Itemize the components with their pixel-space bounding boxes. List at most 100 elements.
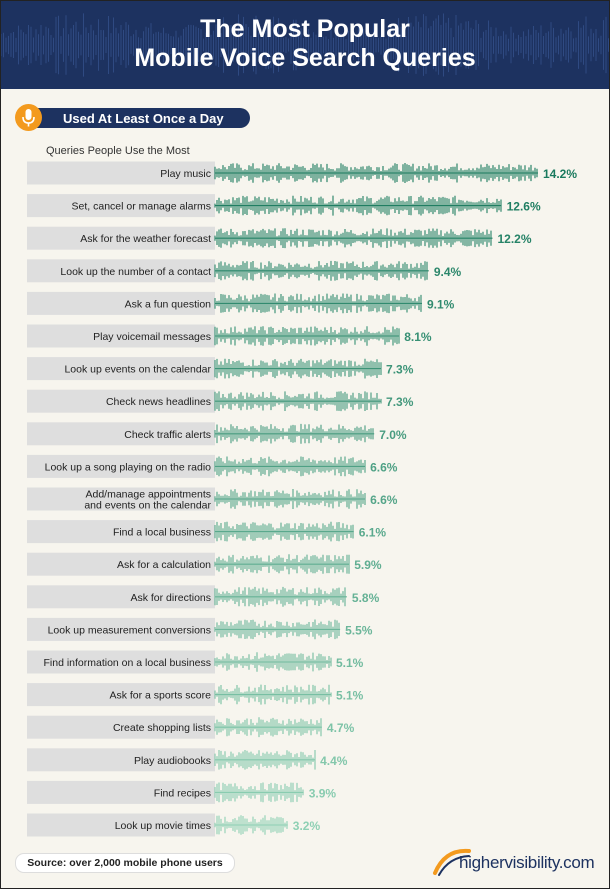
row-label-bg — [27, 454, 215, 478]
bar-row: Play voicemail messages 8.1% — [27, 324, 432, 348]
row-label-bg — [27, 748, 215, 772]
row-label-bg — [27, 520, 215, 544]
bar-row: Play music 14.2% — [27, 161, 577, 185]
value-label: 12.2% — [498, 232, 532, 246]
category-label: Look up measurement conversions — [48, 624, 211, 636]
row-label-bg — [27, 683, 215, 707]
value-label: 4.4% — [320, 754, 348, 768]
bar-row: Look up the number of a contact 9.4% — [27, 259, 462, 283]
title-line-1: The Most Popular — [200, 15, 410, 43]
bar-wave — [214, 260, 429, 281]
row-label-bg — [27, 161, 215, 185]
bar-wave — [214, 521, 354, 542]
badge-pill: Used At Least Once a Day — [29, 108, 250, 128]
bar-wave — [214, 456, 366, 477]
category-label: Find recipes — [154, 787, 211, 799]
value-label: 6.6% — [370, 460, 398, 474]
microphone-icon — [22, 109, 35, 127]
category-label: Create shopping lists — [113, 722, 211, 734]
bar-row: Look up measurement conversions 5.5% — [27, 617, 373, 641]
category-label: Check news headlines — [106, 396, 211, 408]
value-label: 5.5% — [345, 623, 373, 637]
bar-wave — [214, 423, 375, 444]
bar-wave — [214, 554, 350, 575]
badge-circle — [15, 104, 42, 131]
bar-wave — [214, 586, 347, 607]
value-label: 12.6% — [507, 200, 541, 214]
row-label-bg — [27, 715, 215, 739]
value-label: 14.2% — [543, 167, 577, 181]
value-label: 9.4% — [434, 265, 462, 279]
bar-row: Check news headlines 7.3% — [27, 389, 414, 413]
badge-label: Used At Least Once a Day — [63, 111, 224, 126]
category-label: Find a local business — [113, 527, 211, 539]
soundwave-decoration — [1, 13, 609, 77]
bar-row: Create shopping lists 4.7% — [27, 715, 355, 739]
bar-row: Look up a song playing on the radio 6.6% — [27, 454, 398, 478]
bar-row: Add/manage appointments and events on the… — [27, 487, 398, 512]
category-label: Set, cancel or manage alarms — [72, 201, 211, 213]
bar-row: Ask for a calculation 5.9% — [27, 552, 382, 576]
header-banner: The Most Popular Mobile Voice Search Que… — [1, 1, 609, 89]
row-label-bg — [27, 259, 215, 283]
row-label-bg — [27, 585, 215, 609]
row-label-bg — [27, 813, 215, 837]
bar-wave — [214, 652, 332, 672]
bar-row: Check traffic alerts 7.0% — [27, 422, 407, 446]
bar-wave — [214, 293, 422, 314]
category-label: Look up movie times — [115, 820, 211, 832]
bar-row: Ask for the weather forecast 12.2% — [27, 226, 532, 250]
value-label: 9.1% — [427, 297, 455, 311]
value-label: 7.3% — [386, 395, 414, 409]
value-label: 6.1% — [359, 526, 387, 540]
bar-wave — [214, 815, 288, 835]
row-label-bg — [27, 650, 215, 674]
row-label-bg — [27, 291, 215, 315]
swoosh-icon — [433, 848, 471, 876]
category-label: Look up the number of a contact — [60, 266, 211, 278]
category-label: Ask a fun question — [125, 298, 212, 310]
bar-wave — [214, 782, 304, 803]
brand-logo: highervisibility.com — [431, 841, 601, 881]
bar-wave — [214, 195, 502, 216]
bar-row: Find recipes 3.9% — [27, 780, 337, 804]
category-label: Look up a song playing on the radio — [45, 461, 212, 473]
bar-row: Find information on a local business 5.1% — [27, 650, 364, 674]
title-line-2: Mobile Voice Search Queries — [134, 44, 476, 72]
row-label-bg — [27, 487, 215, 511]
value-label: 5.1% — [336, 656, 364, 670]
brand-name: highervisibility.com — [459, 853, 595, 872]
row-label-bg — [27, 357, 215, 381]
row-label-bg — [27, 422, 215, 446]
row-label-bg — [27, 617, 215, 641]
bar-row: Ask for directions 5.8% — [27, 585, 380, 609]
value-label: 5.8% — [352, 591, 380, 605]
category-label: Play voicemail messages — [93, 331, 211, 343]
frequency-badge: Used At Least Once a Day — [15, 104, 250, 131]
bar-row: Ask for a sports score 5.1% — [27, 683, 364, 707]
category-label: Check traffic alerts — [124, 429, 211, 441]
bar-wave — [214, 684, 332, 705]
bar-wave — [214, 228, 493, 249]
category-label: Ask for a sports score — [109, 690, 211, 702]
value-label: 3.9% — [309, 786, 337, 800]
category-label: Ask for a calculation — [117, 559, 211, 571]
category-label: Find information on a local business — [43, 657, 211, 669]
bar-wave — [214, 326, 400, 346]
category-label: Look up events on the calendar — [64, 364, 211, 376]
bar-wave — [214, 163, 538, 183]
bar-wave — [214, 750, 316, 770]
category-label: Play music — [160, 168, 211, 180]
row-label-bg — [27, 324, 215, 348]
bar-wave — [214, 358, 382, 379]
bar-row: Look up events on the calendar 7.3% — [27, 357, 414, 381]
value-label: 3.2% — [293, 819, 321, 833]
page-title: The Most Popular Mobile Voice Search Que… — [1, 15, 609, 73]
row-label-bg — [27, 194, 215, 218]
bar-wave — [214, 391, 382, 412]
row-label-bg — [27, 552, 215, 576]
category-label: Ask for directions — [130, 592, 211, 604]
row-label-bg — [27, 389, 215, 413]
category-label: Add/manage appointments and events on the… — [84, 489, 211, 512]
